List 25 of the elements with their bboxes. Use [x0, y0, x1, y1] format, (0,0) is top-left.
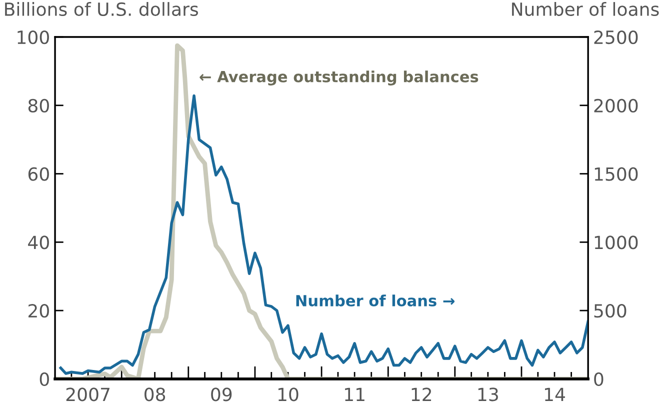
series-label: ← Average outstanding balances	[200, 70, 478, 86]
y2-tick-label: 2000	[594, 98, 638, 112]
y2-tick-label: 1500	[594, 167, 638, 181]
y-tick-label: 100	[18, 30, 49, 44]
y2-tick-label: 0	[594, 372, 604, 386]
y2-tick-label: 2500	[594, 30, 638, 44]
x-tick-label: 2007	[66, 388, 110, 402]
x-tick-label: 14	[545, 388, 565, 401]
x-tick-label: 12	[412, 388, 432, 401]
line-series	[59, 94, 588, 375]
y-tick-label: 40	[28, 236, 49, 250]
x-tick-label: 08	[144, 388, 166, 402]
y2-tick-label: 500	[594, 304, 626, 318]
y-tick-label: 80	[28, 98, 49, 112]
x-tick-label: 13	[478, 388, 498, 402]
y2-axis-title: Number of loans	[512, 2, 659, 16]
y-tick-label: 0	[40, 372, 49, 386]
series-label: Number of loans →	[296, 294, 454, 306]
x-tick-label: 10	[278, 388, 298, 402]
y2-tick-label: 1000	[594, 236, 638, 250]
y-tick-label: 20	[28, 304, 49, 318]
x-tick-label: 11	[345, 388, 364, 401]
x-tick-label: 09	[211, 388, 232, 402]
y-axis-title: Billions of U.S. dollars	[5, 2, 198, 16]
y-tick-label: 60	[28, 167, 49, 181]
